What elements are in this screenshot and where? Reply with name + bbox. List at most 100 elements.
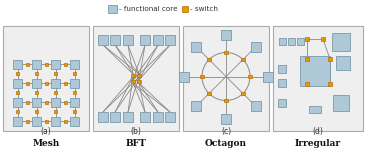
Bar	[165, 112, 175, 122]
Bar	[273, 26, 363, 131]
Text: BFT: BFT	[126, 139, 146, 148]
Bar	[110, 112, 120, 122]
Bar	[221, 29, 231, 40]
Bar	[328, 57, 332, 61]
Bar	[191, 42, 201, 52]
Bar	[70, 59, 79, 69]
Bar	[16, 110, 19, 113]
Bar	[248, 75, 252, 78]
Bar	[45, 119, 48, 122]
Bar	[137, 74, 141, 77]
Bar	[93, 26, 179, 131]
Bar	[45, 63, 48, 66]
Bar	[63, 82, 67, 85]
Bar	[224, 51, 228, 54]
Bar	[328, 82, 332, 86]
Bar	[251, 101, 261, 111]
Bar	[51, 59, 60, 69]
Bar	[13, 98, 22, 106]
Bar	[63, 119, 67, 122]
Bar	[305, 57, 309, 61]
Bar	[241, 92, 245, 95]
Bar	[309, 106, 321, 112]
Bar	[183, 26, 269, 131]
Bar	[45, 101, 48, 103]
Bar	[98, 112, 108, 122]
Bar	[45, 82, 48, 85]
Bar	[207, 58, 211, 61]
Bar	[51, 79, 60, 87]
Bar	[73, 72, 76, 75]
Bar	[182, 6, 188, 12]
Bar	[51, 117, 60, 125]
Bar	[108, 5, 117, 13]
Bar	[123, 112, 133, 122]
Bar	[137, 80, 141, 83]
Bar	[13, 117, 22, 125]
Bar	[32, 117, 41, 125]
Bar	[110, 35, 120, 45]
Bar	[200, 75, 204, 78]
Text: (a): (a)	[41, 127, 51, 136]
Bar	[333, 95, 349, 111]
Bar	[296, 37, 303, 45]
Bar	[241, 58, 245, 61]
Bar	[221, 114, 231, 124]
Bar	[336, 56, 350, 70]
Bar	[131, 74, 135, 77]
Bar	[321, 37, 325, 41]
Bar	[51, 98, 60, 106]
Bar	[32, 98, 41, 106]
Bar	[278, 99, 286, 107]
Bar	[13, 59, 22, 69]
Bar	[35, 72, 38, 75]
Bar	[98, 35, 108, 45]
Bar	[70, 117, 79, 125]
Bar	[32, 59, 41, 69]
Text: Irregular: Irregular	[295, 139, 341, 148]
Bar	[224, 99, 228, 102]
Bar	[251, 42, 261, 52]
Bar	[16, 91, 19, 94]
Bar	[123, 35, 133, 45]
Bar	[26, 63, 29, 66]
Bar	[305, 82, 309, 86]
Bar	[207, 92, 211, 95]
Bar	[140, 35, 150, 45]
Bar	[140, 112, 150, 122]
Bar	[26, 119, 29, 122]
Bar	[26, 101, 29, 103]
Bar	[332, 33, 350, 51]
Bar	[305, 37, 309, 41]
Bar	[191, 101, 201, 111]
Bar	[278, 65, 286, 73]
Bar	[278, 79, 286, 87]
Bar	[153, 35, 163, 45]
Bar	[73, 91, 76, 94]
Bar	[153, 112, 163, 122]
Text: Octagon: Octagon	[205, 139, 247, 148]
Bar	[32, 79, 41, 87]
Text: (b): (b)	[131, 127, 141, 136]
Bar	[16, 72, 19, 75]
Bar	[63, 101, 67, 103]
Text: - switch: - switch	[190, 6, 218, 12]
Bar	[13, 79, 22, 87]
Bar	[131, 80, 135, 83]
Text: Mesh: Mesh	[32, 139, 60, 148]
Bar	[279, 37, 285, 45]
Text: (c): (c)	[221, 127, 231, 136]
Bar	[54, 72, 57, 75]
Bar	[63, 63, 67, 66]
Bar	[54, 110, 57, 113]
Bar	[179, 72, 189, 82]
Bar	[35, 91, 38, 94]
Bar	[300, 56, 330, 86]
Bar	[288, 37, 295, 45]
Text: - functional core: - functional core	[119, 6, 178, 12]
Bar	[54, 91, 57, 94]
Bar	[263, 72, 273, 82]
Text: (d): (d)	[313, 127, 324, 136]
Bar	[70, 98, 79, 106]
Bar	[73, 110, 76, 113]
